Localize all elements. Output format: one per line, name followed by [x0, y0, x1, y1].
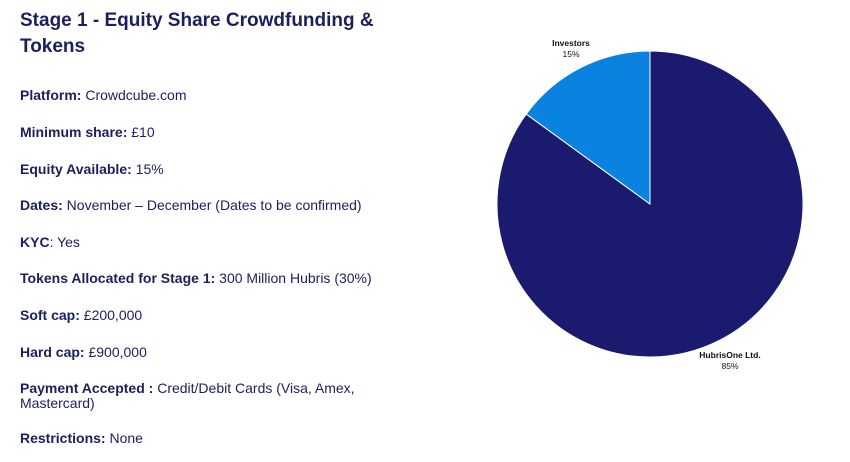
detail-label: Restrictions: [20, 430, 106, 446]
detail-value: None [105, 430, 143, 446]
detail-value: Credit/Debit Cards (Visa, Amex, Masterca… [20, 380, 355, 411]
detail-payment-accepted: Payment Accepted : Credit/Debit Cards (V… [20, 381, 380, 411]
detail-hard-cap: Hard cap: £900,000 [20, 345, 147, 360]
detail-restrictions: Restrictions: None [20, 431, 143, 446]
label-investors-value: 15% [562, 49, 579, 59]
label-hubrisone-name: HubrisOne Ltd. [699, 350, 760, 360]
detail-value: November – December (Dates to be confirm… [62, 197, 362, 213]
detail-value: : Yes [49, 234, 80, 250]
detail-soft-cap: Soft cap: £200,000 [20, 308, 142, 323]
detail-label: Hard cap: [20, 344, 85, 360]
detail-label: Equity Available: [20, 161, 132, 177]
detail-equity-available: Equity Available: 15% [20, 162, 164, 177]
detail-label: Platform: [20, 87, 82, 103]
detail-platform: Platform: Crowdcube.com [20, 88, 187, 103]
detail-label: Tokens Allocated for Stage 1: [20, 270, 216, 286]
detail-value: 15% [131, 161, 164, 177]
page-title: Stage 1 - Equity Share Crowdfunding & To… [20, 10, 374, 57]
detail-label: Payment Accepted : [20, 380, 154, 396]
detail-label: Soft cap: [20, 307, 80, 323]
info-panel: Stage 1 - Equity Share Crowdfunding & To… [20, 8, 420, 446]
pie-slice-investors [525, 50, 651, 205]
label-investors-name: Investors [552, 38, 590, 48]
detail-value: £10 [127, 124, 155, 140]
detail-label: KYC [20, 234, 50, 250]
detail-value: Crowdcube.com [81, 87, 187, 103]
detail-label: Minimum share: [20, 124, 128, 140]
detail-tokens-allocated: Tokens Allocated for Stage 1: 300 Millio… [20, 271, 372, 286]
detail-value: £200,000 [79, 307, 143, 323]
detail-kyc: KYC: Yes [20, 235, 80, 250]
detail-value: 300 Million Hubris (30%) [215, 270, 372, 286]
detail-label: Dates: [20, 197, 63, 213]
detail-dates: Dates: November – December (Dates to be … [20, 198, 362, 213]
label-hubrisone-value: 85% [721, 361, 738, 371]
ownership-pie-chart: Investors 15% HubrisOne Ltd. 85% [496, 38, 804, 371]
detail-value: £900,000 [84, 344, 147, 360]
detail-minimum-share: Minimum share: £10 [20, 125, 155, 140]
